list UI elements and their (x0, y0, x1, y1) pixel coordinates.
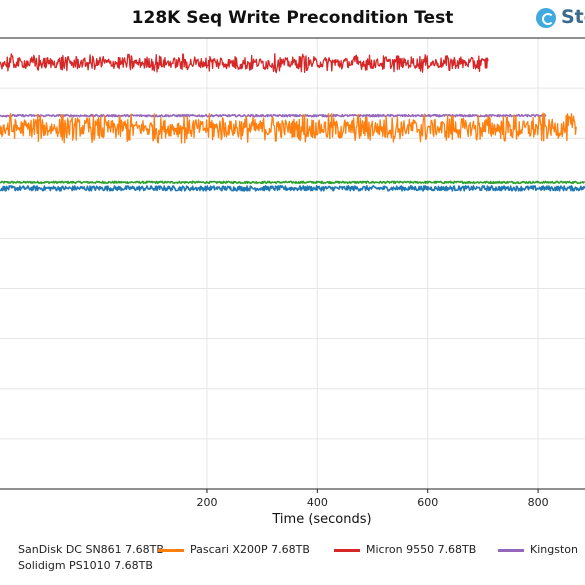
legend-item: Solidigm PS1010 7.68TB (0, 559, 153, 572)
series-line (0, 185, 585, 192)
logo-text: Sto (561, 6, 585, 28)
legend-item: Micron 9550 7.68TB (334, 543, 476, 556)
legend-label: Solidigm PS1010 7.68TB (18, 559, 153, 572)
legend-item: SanDisk DC SN861 7.68TB (0, 543, 164, 556)
series-line (0, 113, 547, 118)
series-line (0, 180, 585, 185)
x-tick-label: 600 (417, 496, 438, 509)
logo-icon (536, 8, 556, 28)
legend-swatch (334, 548, 360, 552)
legend-label: Pascari X200P 7.68TB (190, 543, 310, 556)
storagereview-logo: Sto (536, 6, 585, 32)
x-tick-label: 400 (307, 496, 328, 509)
legend: SanDisk DC SN861 7.68TB Pascari X200P 7.6… (0, 537, 585, 581)
legend-label: Micron 9550 7.68TB (366, 543, 477, 556)
legend-item: Kingston (498, 543, 578, 556)
legend-swatch (158, 548, 184, 552)
series-line (0, 112, 577, 144)
x-tick-label: 800 (528, 496, 549, 509)
legend-label: Kingston (530, 543, 578, 556)
chart-title: 128K Seq Write Precondition Test (131, 8, 454, 28)
legend-item: Pascari X200P 7.68TB (158, 543, 310, 556)
legend-label: SanDisk DC SN861 7.68TB (18, 543, 164, 556)
x-tick-label: 200 (196, 496, 217, 509)
x-axis-label: Time (seconds) (271, 512, 371, 527)
legend-swatch (498, 548, 524, 552)
series-line (0, 53, 489, 74)
